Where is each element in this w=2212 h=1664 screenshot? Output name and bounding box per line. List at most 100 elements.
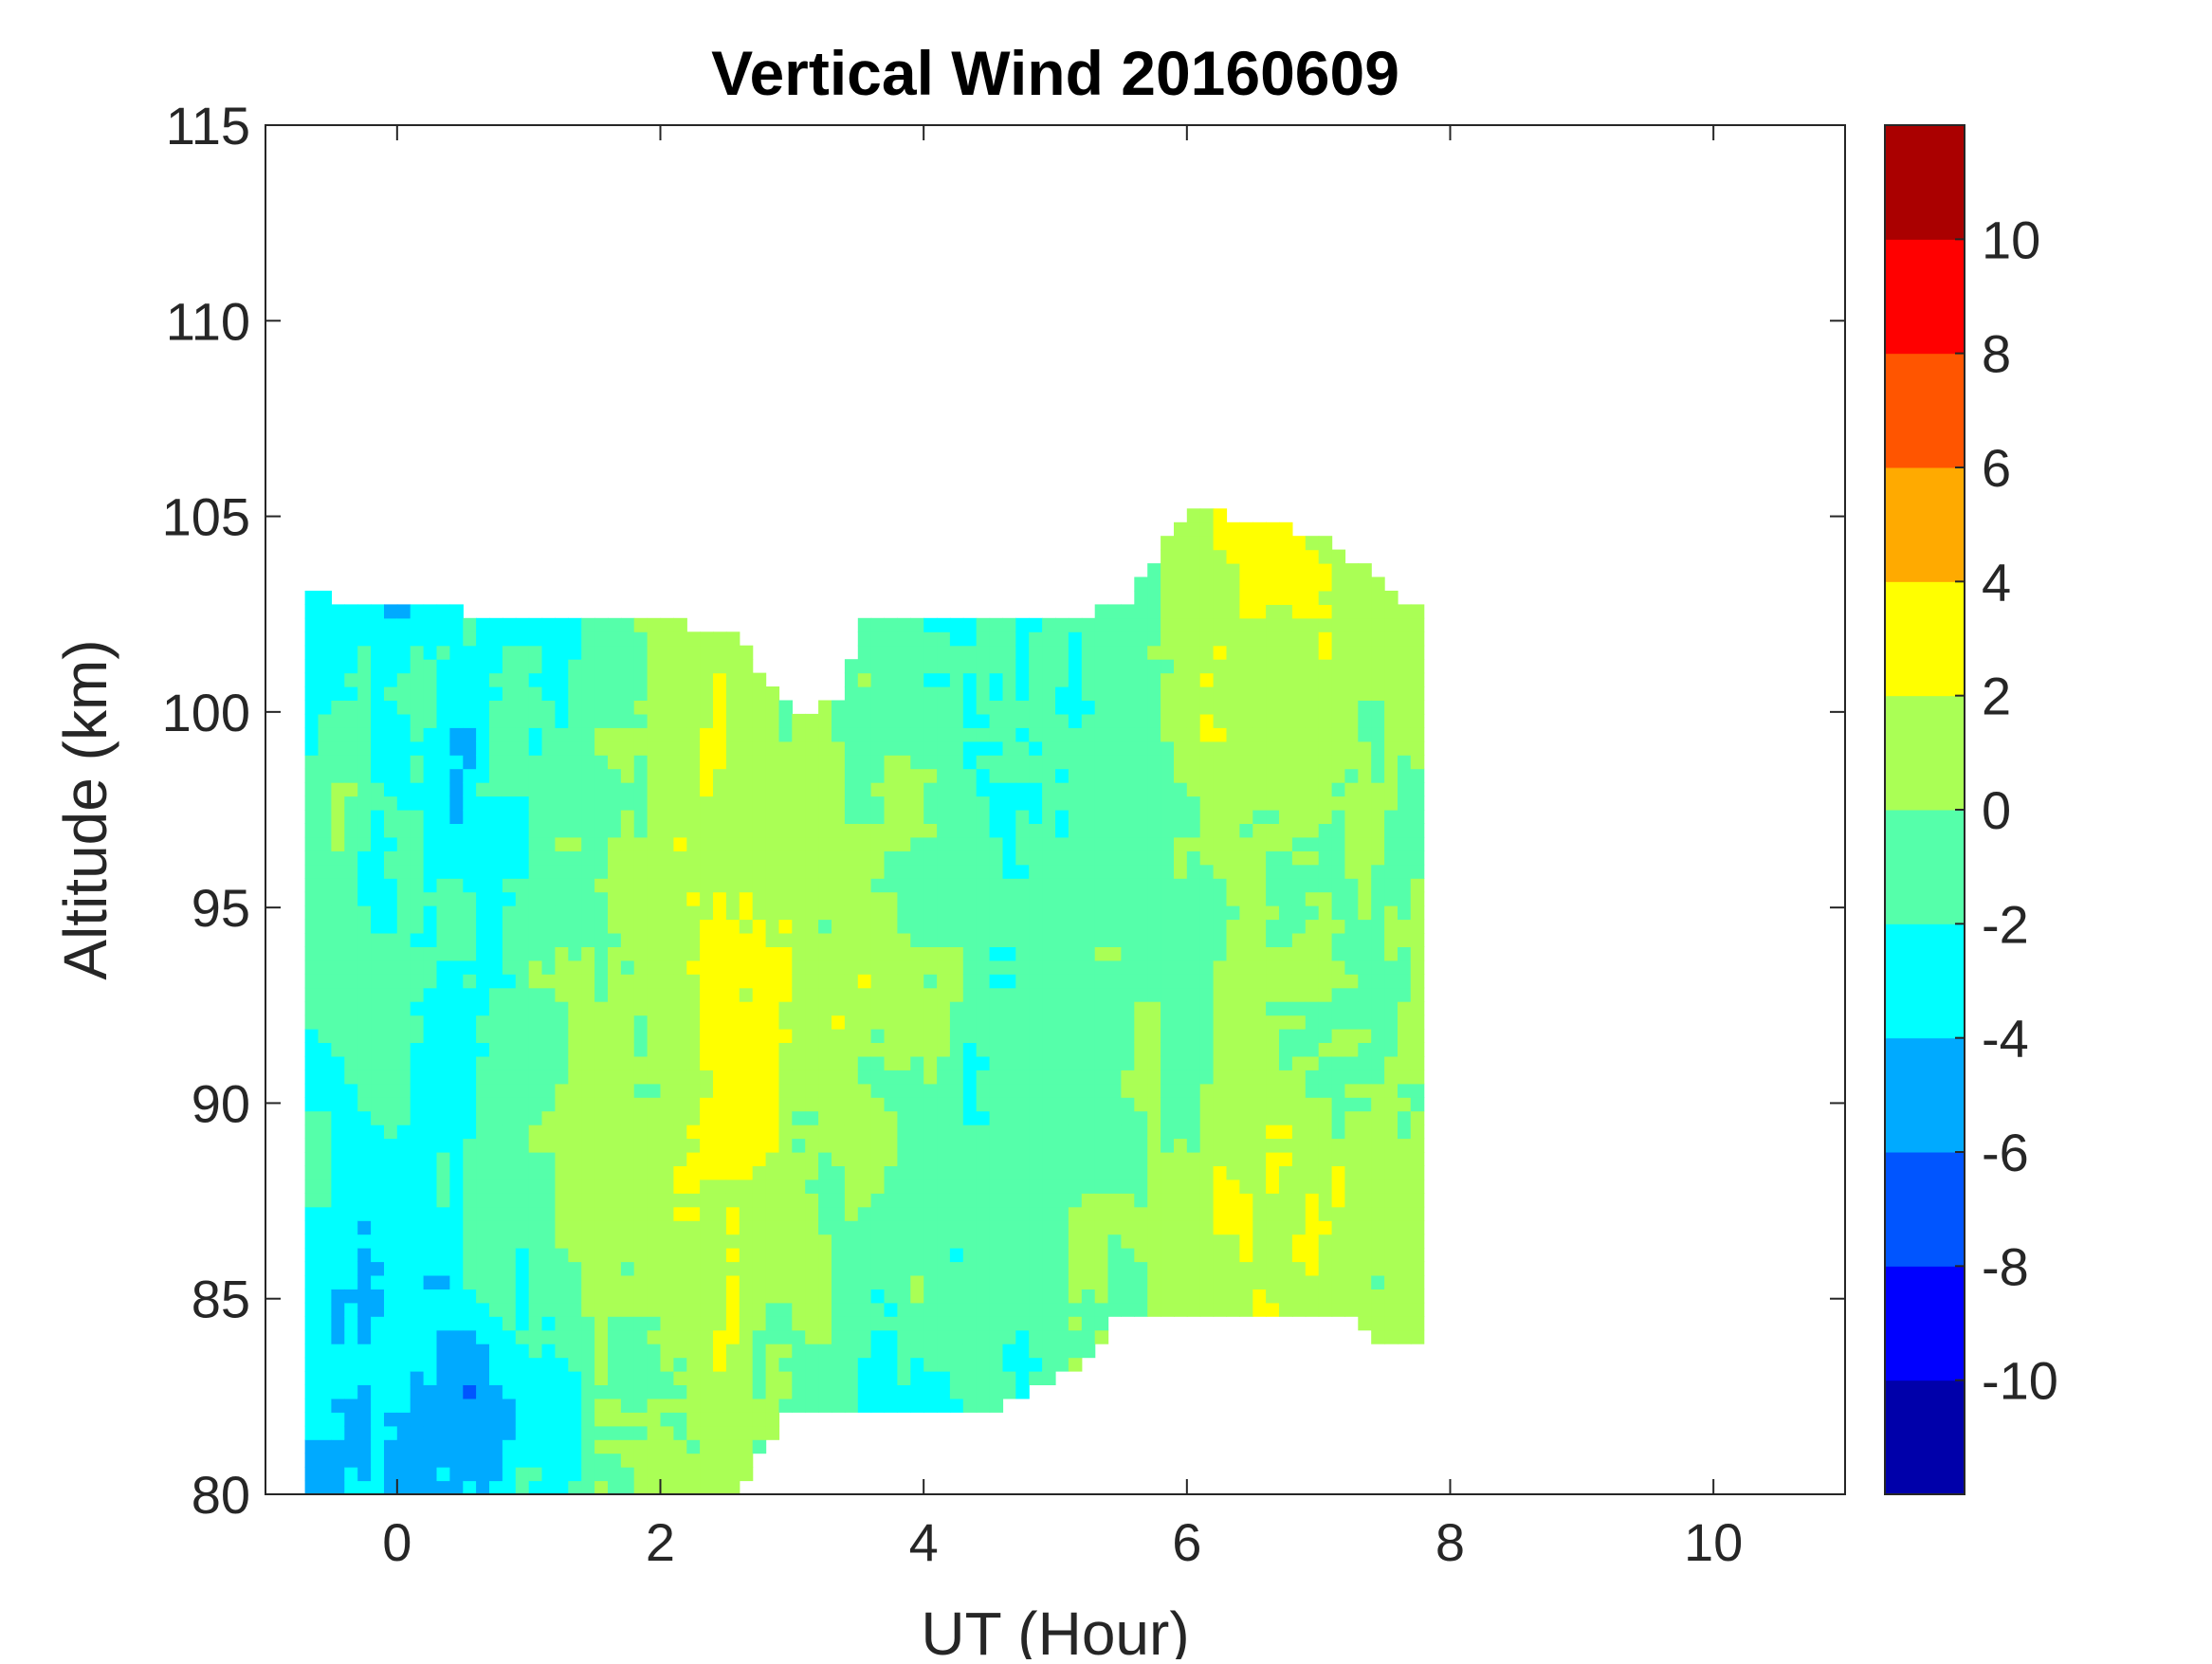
contour-cell bbox=[555, 1220, 569, 1235]
contour-cell bbox=[1318, 1261, 1333, 1276]
contour-cell bbox=[884, 768, 898, 783]
contour-cell bbox=[857, 1001, 872, 1016]
contour-cell bbox=[897, 946, 911, 961]
contour-cell bbox=[476, 878, 490, 893]
contour-cell bbox=[1213, 782, 1228, 797]
contour-cell bbox=[937, 1029, 951, 1043]
contour-cell bbox=[832, 768, 846, 783]
contour-cell bbox=[1239, 1029, 1253, 1043]
contour-cell bbox=[581, 878, 595, 893]
contour-cell bbox=[1291, 1152, 1307, 1166]
contour-cell bbox=[1344, 1015, 1359, 1030]
contour-cell bbox=[1081, 1015, 1096, 1030]
contour-cell bbox=[1068, 974, 1083, 989]
contour-cell bbox=[897, 1097, 911, 1112]
contour-cell bbox=[1161, 686, 1175, 701]
contour-cell bbox=[410, 1467, 425, 1482]
contour-cell bbox=[1371, 1125, 1385, 1140]
contour-cell bbox=[725, 1384, 740, 1399]
contour-cell bbox=[1266, 1125, 1280, 1140]
contour-cell bbox=[752, 919, 767, 934]
contour-cell bbox=[949, 659, 964, 674]
contour-cell bbox=[1226, 987, 1240, 1002]
contour-cell bbox=[436, 768, 450, 783]
contour-cell bbox=[660, 795, 674, 811]
contour-cell bbox=[384, 1165, 398, 1180]
contour-cell bbox=[357, 850, 372, 866]
contour-cell bbox=[739, 727, 754, 742]
contour-cell bbox=[568, 1384, 582, 1399]
contour-cell bbox=[620, 755, 635, 770]
contour-cell bbox=[910, 686, 924, 701]
contour-cell bbox=[594, 1138, 609, 1153]
contour-cell bbox=[1358, 905, 1372, 921]
contour-cell bbox=[700, 1344, 714, 1359]
contour-cell bbox=[1239, 768, 1253, 783]
contour-cell bbox=[304, 1125, 320, 1140]
contour-cell bbox=[910, 864, 924, 879]
contour-cell bbox=[857, 987, 872, 1002]
contour-cell bbox=[725, 659, 740, 674]
contour-cell bbox=[857, 713, 872, 728]
contour-cell bbox=[331, 604, 345, 619]
contour-cell bbox=[1134, 1097, 1148, 1112]
contour-cell bbox=[1029, 1055, 1043, 1070]
contour-cell bbox=[1239, 686, 1253, 701]
contour-cell bbox=[923, 795, 938, 811]
contour-cell bbox=[384, 795, 398, 811]
contour-cell bbox=[1174, 1165, 1188, 1180]
contour-cell bbox=[1331, 1055, 1346, 1070]
contour-cell bbox=[739, 810, 754, 824]
contour-cell bbox=[897, 795, 911, 811]
contour-cell bbox=[1305, 1055, 1320, 1070]
contour-cell bbox=[660, 741, 674, 756]
contour-cell bbox=[1055, 1248, 1069, 1263]
contour-cell bbox=[884, 864, 898, 879]
contour-cell bbox=[700, 1070, 714, 1085]
contour-cell bbox=[1161, 1110, 1175, 1125]
contour-cell bbox=[686, 795, 701, 811]
contour-cell bbox=[555, 974, 569, 989]
contour-cell bbox=[1305, 864, 1320, 879]
contour-cell bbox=[1318, 810, 1333, 824]
contour-cell bbox=[792, 1302, 806, 1317]
contour-cell bbox=[818, 1261, 832, 1276]
contour-cell bbox=[884, 1220, 898, 1235]
contour-cell bbox=[752, 1110, 767, 1125]
contour-cell bbox=[962, 1193, 978, 1208]
contour-cell bbox=[620, 864, 635, 879]
contour-cell bbox=[1055, 645, 1069, 660]
contour-cell bbox=[1042, 1125, 1056, 1140]
contour-cell bbox=[318, 1110, 332, 1125]
contour-cell bbox=[1266, 960, 1280, 975]
contour-cell bbox=[765, 836, 780, 851]
contour-cell bbox=[1174, 768, 1188, 783]
contour-cell bbox=[1371, 1165, 1385, 1180]
contour-cell bbox=[1279, 1055, 1293, 1070]
contour-cell bbox=[1344, 1275, 1359, 1289]
contour-cell bbox=[449, 1015, 464, 1030]
contour-cell bbox=[870, 645, 886, 660]
contour-cell bbox=[778, 1110, 793, 1125]
contour-cell bbox=[1291, 782, 1307, 797]
contour-cell bbox=[1398, 1070, 1412, 1085]
contour-cell bbox=[765, 1015, 780, 1030]
contour-cell bbox=[331, 686, 345, 701]
contour-cell bbox=[1226, 768, 1240, 783]
contour-cell bbox=[555, 836, 569, 851]
contour-cell bbox=[1068, 1083, 1083, 1098]
contour-cell bbox=[1055, 782, 1069, 797]
contour-cell bbox=[1358, 987, 1372, 1002]
contour-cell bbox=[1055, 905, 1069, 921]
contour-cell bbox=[673, 1179, 687, 1194]
contour-cell bbox=[463, 1125, 477, 1140]
contour-cell bbox=[620, 1179, 635, 1194]
contour-cell bbox=[331, 1289, 345, 1304]
contour-cell bbox=[923, 1248, 938, 1263]
contour-cell bbox=[1029, 727, 1043, 742]
contour-cell bbox=[1161, 536, 1175, 551]
contour-cell bbox=[1266, 1015, 1280, 1030]
contour-cell bbox=[647, 919, 662, 934]
contour-cell bbox=[1213, 755, 1228, 770]
contour-cell bbox=[739, 1371, 754, 1385]
